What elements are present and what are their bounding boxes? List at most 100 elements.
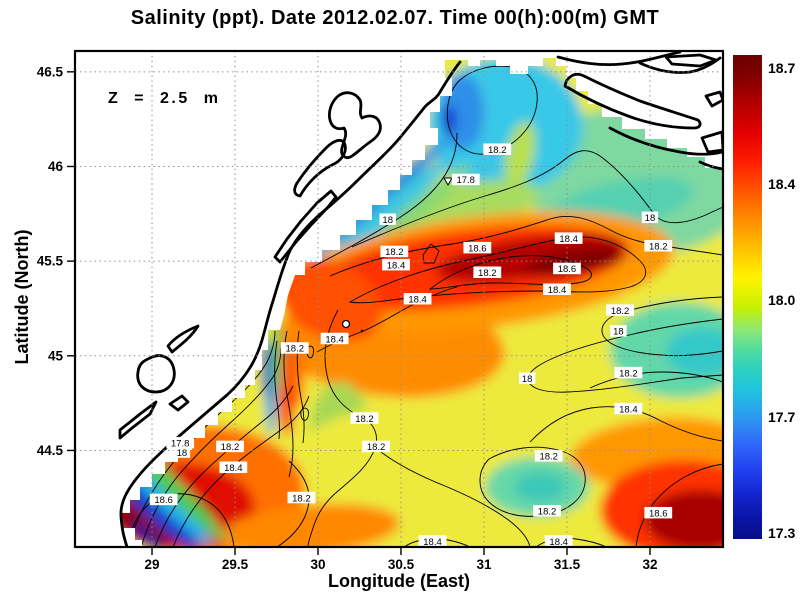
colorbar-tick-label: 18.0 [768, 292, 796, 309]
svg-text:18.2: 18.2 [478, 268, 497, 279]
land-mask [75, 51, 723, 547]
axis-ticks: 29 29.5 30 30.5 31 31.5 32 44.5 45 45.5 46 46.5 [37, 64, 658, 572]
delta-lake-2 [118, 400, 158, 440]
svg-text:18.2: 18.2 [367, 442, 386, 453]
contour-label: 18 [610, 325, 627, 338]
contour-label: 17.8 [166, 436, 195, 449]
delta-lake-4 [166, 324, 200, 354]
ne-coast-1 [556, 51, 682, 67]
colorbar-tick-label: 17.3 [768, 524, 796, 541]
x-tick-label: 29.5 [222, 557, 249, 572]
contour-label: 18.2 [483, 143, 512, 156]
svg-text:18: 18 [613, 327, 624, 338]
y-axis-label: Latitude (North) [12, 229, 32, 365]
x-tick-label: 31.5 [554, 557, 581, 572]
triangle-marker [443, 177, 453, 187]
y-tick-label: 45.5 [37, 254, 64, 269]
svg-text:18.6: 18.6 [154, 495, 173, 506]
colorbar-tick-label: 18.7 [768, 60, 796, 77]
svg-text:18.4: 18.4 [387, 260, 406, 271]
contour-label: 18.2 [380, 245, 409, 258]
svg-text:18.2: 18.2 [355, 414, 374, 425]
contour-label: 18.2 [644, 239, 673, 252]
x-tick-label: 31 [476, 557, 492, 572]
svg-text:18.6: 18.6 [649, 508, 668, 519]
contour-label: 18.6 [463, 241, 492, 254]
svg-text:18.4: 18.4 [224, 463, 243, 474]
contour-lines [126, 65, 723, 547]
svg-text:18.4: 18.4 [408, 295, 427, 306]
contour-label: 18 [641, 211, 659, 224]
contour-label: 18.4 [403, 293, 432, 306]
svg-text:18: 18 [382, 215, 393, 226]
contour-label: 18.4 [543, 283, 571, 296]
ne-island-3 [700, 130, 723, 154]
svg-text:18.4: 18.4 [549, 537, 568, 548]
y-tick-label: 46 [48, 159, 64, 174]
y-tick-label: 44.5 [37, 443, 64, 458]
contour-label: 18.4 [544, 535, 573, 548]
contour-label: 18.2 [362, 440, 390, 453]
svg-text:18.2: 18.2 [539, 452, 558, 463]
svg-text:18.4: 18.4 [559, 234, 578, 245]
delta-lake-1 [136, 354, 176, 394]
contour-label: 18 [173, 446, 191, 459]
svg-text:18: 18 [645, 213, 656, 224]
contour-label: 17.8 [451, 173, 480, 186]
svg-text:18.2: 18.2 [611, 306, 630, 317]
point-markers [341, 177, 453, 333]
ne-island-1 [664, 53, 718, 68]
coastline-spit-lagoon [328, 91, 382, 159]
colorbar-tick-label: 17.7 [768, 408, 796, 425]
x-tick-label: 30.5 [388, 557, 415, 572]
contour-label: 18.2 [350, 412, 379, 425]
contour-label: 18.4 [320, 332, 349, 345]
chart-title: Salinity (ppt). Date 2012.02.07. Time 00… [130, 7, 660, 29]
contour-label: 18.2 [534, 450, 563, 463]
ne-coast-2 [638, 56, 722, 74]
contour-label: 18.2 [280, 342, 309, 355]
contour-label: 18.2 [606, 304, 634, 317]
delta-lake-3 [168, 394, 190, 412]
colorbar [733, 55, 762, 539]
x-axis-label: Longitude (East) [328, 571, 470, 591]
svg-text:18.6: 18.6 [558, 264, 577, 275]
contour-label: 18.4 [219, 461, 248, 474]
svg-text:18.2: 18.2 [221, 442, 240, 453]
coastline-liman-blob [293, 138, 347, 198]
contour-label: 18.2 [473, 266, 502, 279]
dot-marker [360, 329, 364, 333]
contour-label: 18.4 [554, 232, 583, 245]
plot-border [73, 49, 725, 549]
svg-text:18.2: 18.2 [286, 344, 305, 355]
y-tick-label: 45 [48, 348, 64, 363]
svg-text:18.2: 18.2 [292, 493, 311, 504]
depth-annotation: Z = 2.5 m [108, 90, 221, 107]
ne-liman [563, 72, 702, 130]
svg-text:18.2: 18.2 [538, 507, 557, 518]
svg-text:18.4: 18.4 [619, 404, 638, 415]
contour-label: 18 [379, 213, 396, 226]
x-tick-label: 30 [310, 557, 325, 572]
svg-text:18.2: 18.2 [488, 145, 507, 156]
x-tick-label: 32 [642, 557, 657, 572]
contour-label: 18.4 [382, 258, 410, 271]
ne-island-2 [704, 90, 723, 108]
svg-text:18: 18 [522, 374, 533, 385]
contour-label: 18.4 [418, 535, 447, 548]
contour-labels: 18.217.81818.218.418.618.218.418.41818.4… [149, 143, 673, 548]
svg-text:18.4: 18.4 [423, 537, 442, 548]
svg-text:18: 18 [177, 448, 188, 459]
circle-marker [341, 319, 351, 329]
svg-text:17.8: 17.8 [171, 438, 190, 449]
contour-label: 18.6 [553, 262, 581, 275]
contour-label: 18.2 [614, 366, 643, 379]
y-tick-label: 46.5 [37, 64, 64, 79]
ne-coast-3 [608, 126, 723, 156]
contour-label: 18.2 [216, 440, 244, 453]
x-tick-label: 29 [145, 557, 160, 572]
svg-text:18.4: 18.4 [325, 334, 344, 345]
svg-text:18.2: 18.2 [385, 247, 404, 258]
